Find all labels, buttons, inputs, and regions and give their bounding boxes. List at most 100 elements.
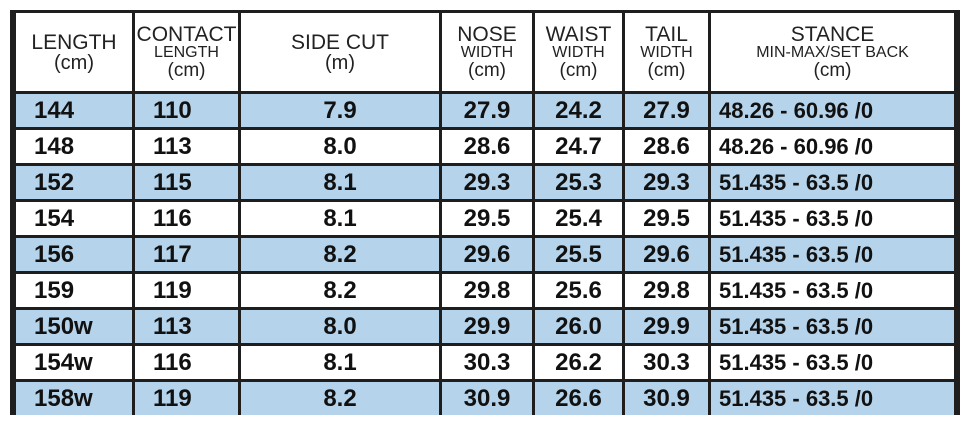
table-cell: 25.3	[535, 163, 622, 199]
table-cell: 152	[16, 163, 132, 199]
table-cell: 30.9	[625, 379, 708, 415]
header-text: WIDTH	[640, 44, 693, 61]
table-cell: 119	[135, 271, 238, 307]
table-row: 159 119 8.2 29.8 25.6 29.8 51.435 - 63.5 /0	[16, 271, 954, 307]
table-cell: 30.9	[442, 379, 532, 415]
table-cell: 7.9	[241, 91, 439, 127]
table-cell: 29.8	[442, 271, 532, 307]
table-cell: 26.2	[535, 343, 622, 379]
table-cell: 8.2	[241, 235, 439, 271]
table-row: 154w 116 8.1 30.3 26.2 30.3 51.435 - 63.5 /0	[16, 343, 954, 379]
header-text: MIN-MAX/SET BACK	[756, 44, 909, 61]
table-cell: 156	[16, 235, 132, 271]
header-text: (cm)	[167, 60, 206, 81]
table-cell: 29.5	[442, 199, 532, 235]
table-cell: 154w	[16, 343, 132, 379]
table-cell: 25.5	[535, 235, 622, 271]
table-cell: 29.6	[442, 235, 532, 271]
table-cell: 28.6	[625, 127, 708, 163]
table-cell: 8.1	[241, 343, 439, 379]
table-cell: 117	[135, 235, 238, 271]
header-text: (m)	[325, 51, 355, 74]
header-row: LENGTH (cm) CONTACT LENGTH (cm) SIDE CUT (m) NO…	[16, 13, 954, 91]
table-cell: 8.0	[241, 127, 439, 163]
table-cell: 8.2	[241, 379, 439, 415]
table-cell: 29.6	[625, 235, 708, 271]
header-text: WIDTH	[552, 44, 605, 61]
table-body: 144 110 7.9 27.9 24.2 27.9 48.26 - 60.96 /0 148…	[16, 91, 954, 415]
table-cell: 29.8	[625, 271, 708, 307]
header-text: LENGTH	[31, 30, 117, 54]
table-cell: 113	[135, 127, 238, 163]
table-cell: 148	[16, 127, 132, 163]
header-text: WIDTH	[460, 44, 514, 61]
table-cell: 24.2	[535, 91, 622, 127]
header-text: CONTACT	[136, 23, 237, 46]
header-cell: STANCE MIN-MAX/SET BACK (cm)	[711, 13, 954, 91]
table-cell: 51.435 - 63.5 /0	[711, 163, 954, 199]
header-text: (cm)	[54, 51, 94, 74]
table-cell: 48.26 - 60.96 /0	[711, 127, 954, 163]
table-row: 152 115 8.1 29.3 25.3 29.3 51.435 - 63.5 /0	[16, 163, 954, 199]
header-cell: NOSE WIDTH (cm)	[442, 13, 532, 91]
table-cell: 25.6	[535, 271, 622, 307]
table-cell: 51.435 - 63.5 /0	[711, 379, 954, 415]
table-cell: 113	[135, 307, 238, 343]
table-frame: LENGTH (cm) CONTACT LENGTH (cm) SIDE CUT (m) NO…	[10, 10, 960, 415]
header-text: (cm)	[647, 60, 686, 81]
table-row: 156 117 8.2 29.6 25.5 29.6 51.435 - 63.5 /0	[16, 235, 954, 271]
table-cell: 51.435 - 63.5 /0	[711, 199, 954, 235]
table-cell: 26.0	[535, 307, 622, 343]
table-cell: 25.4	[535, 199, 622, 235]
table-cell: 29.5	[625, 199, 708, 235]
header-text: TAIL	[645, 23, 688, 46]
table-cell: 29.3	[442, 163, 532, 199]
header-text: NOSE	[457, 23, 517, 46]
table-cell: 116	[135, 199, 238, 235]
spec-table: LENGTH (cm) CONTACT LENGTH (cm) SIDE CUT (m) NO…	[13, 13, 957, 415]
header-text: (cm)	[559, 60, 598, 81]
table-cell: 119	[135, 379, 238, 415]
table-cell: 8.0	[241, 307, 439, 343]
header-text: LENGTH	[154, 44, 219, 61]
table-cell: 110	[135, 91, 238, 127]
table-row: 158w 119 8.2 30.9 26.6 30.9 51.435 - 63.5 /0	[16, 379, 954, 415]
table-cell: 48.26 - 60.96 /0	[711, 91, 954, 127]
header-cell: TAIL WIDTH (cm)	[625, 13, 708, 91]
header-cell: CONTACT LENGTH (cm)	[135, 13, 238, 91]
table-cell: 154	[16, 199, 132, 235]
header-text: (cm)	[813, 60, 852, 81]
table-cell: 115	[135, 163, 238, 199]
table-cell: 30.3	[442, 343, 532, 379]
table-cell: 144	[16, 91, 132, 127]
table-cell: 30.3	[625, 343, 708, 379]
table-cell: 51.435 - 63.5 /0	[711, 271, 954, 307]
header-text: SIDE CUT	[290, 30, 389, 54]
header-text: WAIST	[545, 23, 612, 46]
table-cell: 158w	[16, 379, 132, 415]
header-cell: SIDE CUT (m)	[241, 13, 439, 91]
table-cell: 29.3	[625, 163, 708, 199]
table-cell: 51.435 - 63.5 /0	[711, 343, 954, 379]
table-cell: 8.2	[241, 271, 439, 307]
header-cell: WAIST WIDTH (cm)	[535, 13, 622, 91]
table-cell: 150w	[16, 307, 132, 343]
table-cell: 8.1	[241, 163, 439, 199]
table-cell: 51.435 - 63.5 /0	[711, 307, 954, 343]
table-row: 148 113 8.0 28.6 24.7 28.6 48.26 - 60.96 /0	[16, 127, 954, 163]
table-cell: 24.7	[535, 127, 622, 163]
header-text: STANCE	[790, 23, 875, 46]
table-cell: 26.6	[535, 379, 622, 415]
table-cell: 27.9	[625, 91, 708, 127]
table-row: 150w 113 8.0 29.9 26.0 29.9 51.435 - 63.5 /0	[16, 307, 954, 343]
table-cell: 116	[135, 343, 238, 379]
table-cell: 29.9	[625, 307, 708, 343]
table-cell: 27.9	[442, 91, 532, 127]
table-cell: 159	[16, 271, 132, 307]
header-text: (cm)	[468, 60, 506, 81]
header-cell: LENGTH (cm)	[16, 13, 132, 91]
table-row: 144 110 7.9 27.9 24.2 27.9 48.26 - 60.96 /0	[16, 91, 954, 127]
table-cell: 28.6	[442, 127, 532, 163]
table-row: 154 116 8.1 29.5 25.4 29.5 51.435 - 63.5 /0	[16, 199, 954, 235]
table-cell: 29.9	[442, 307, 532, 343]
